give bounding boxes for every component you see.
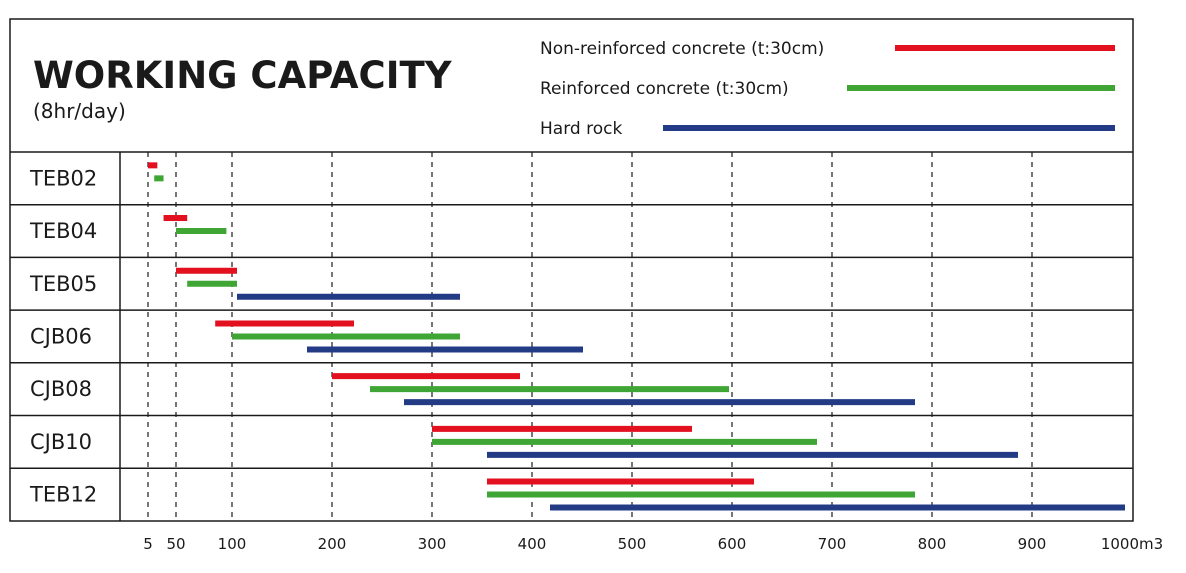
row-label-cjb10: CJB10 xyxy=(30,430,92,454)
chart-subtitle: (8hr/day) xyxy=(33,99,126,123)
x-tick-100: 100 xyxy=(218,535,247,553)
x-tick-300: 300 xyxy=(418,535,447,553)
row-label-teb02: TEB02 xyxy=(29,166,97,190)
x-tick-500: 500 xyxy=(618,535,647,553)
x-tick-700: 700 xyxy=(818,535,847,553)
legend-label-1: Non-reinforced concrete (t:30cm) xyxy=(540,39,824,59)
chart-frame xyxy=(9,18,1134,522)
range-bars xyxy=(148,162,1125,511)
x-tick-50: 50 xyxy=(166,535,185,553)
x-tick-900: 900 xyxy=(1018,535,1047,553)
x-tick-800: 800 xyxy=(918,535,947,553)
row-label-teb04: TEB04 xyxy=(29,219,97,243)
legend-label-3: Hard rock xyxy=(540,119,622,139)
row-label-cjb06: CJB06 xyxy=(30,324,92,348)
row-label-teb12: TEB12 xyxy=(29,483,97,507)
x-tick-600: 600 xyxy=(718,535,747,553)
legend: Non-reinforced concrete (t:30cm) Reinforc… xyxy=(540,39,1115,139)
x-tick-5: 5 xyxy=(143,535,153,553)
x-axis-ticks: 5 50 100 200 300 400 500 600 700 800 900 1000m3 xyxy=(143,535,1163,553)
x-tick-1000: 1000m3 xyxy=(1101,535,1163,553)
x-tick-200: 200 xyxy=(318,535,347,553)
row-label-teb05: TEB05 xyxy=(29,272,97,296)
legend-label-2: Reinforced concrete (t:30cm) xyxy=(540,79,789,99)
row-label-cjb08: CJB08 xyxy=(30,377,92,401)
row-labels: TEB02 TEB04 TEB05 CJB06 CJB08 CJB10 TEB12 xyxy=(29,166,97,506)
x-tick-400: 400 xyxy=(518,535,547,553)
chart-title: WORKING CAPACITY xyxy=(33,54,453,97)
row-dividers xyxy=(10,203,1133,469)
